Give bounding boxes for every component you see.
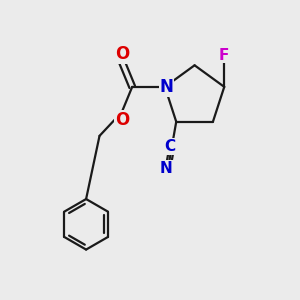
Text: N: N [160,161,172,176]
Text: O: O [115,111,129,129]
Text: F: F [219,48,230,63]
Text: N: N [160,78,173,96]
Text: O: O [115,45,129,63]
Text: C: C [164,139,175,154]
